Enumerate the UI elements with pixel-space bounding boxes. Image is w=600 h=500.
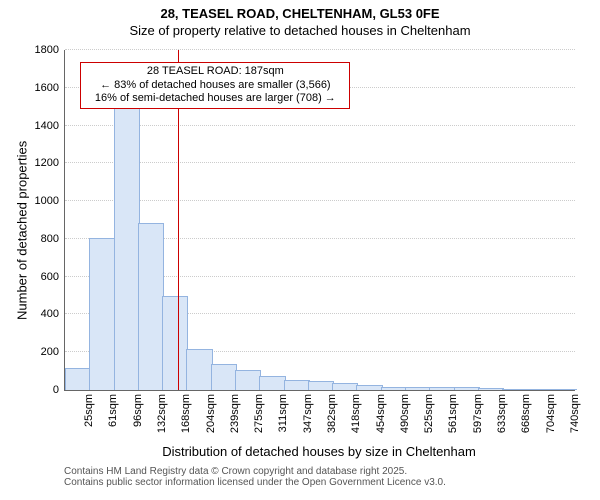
xtick-label: 490sqm: [397, 394, 411, 433]
xtick-label: 633sqm: [494, 394, 508, 433]
xtick-label: 168sqm: [178, 394, 192, 433]
histogram-bar: [332, 383, 358, 390]
histogram-bar: [138, 223, 164, 390]
xtick-label: 704sqm: [543, 394, 557, 433]
xtick-label: 668sqm: [518, 394, 532, 433]
xtick-label: 204sqm: [203, 394, 217, 433]
xtick-label: 525sqm: [421, 394, 435, 433]
chart-title: 28, TEASEL ROAD, CHELTENHAM, GL53 0FE: [0, 0, 600, 23]
histogram-bar: [429, 387, 455, 390]
ytick-label: 1200: [35, 157, 65, 169]
chart-subtitle: Size of property relative to detached ho…: [0, 23, 600, 40]
ytick-label: 1600: [35, 82, 65, 94]
x-axis-label: Distribution of detached houses by size …: [64, 444, 574, 459]
histogram-bar: [405, 387, 431, 390]
histogram-bar: [211, 364, 237, 390]
gridline: [65, 49, 575, 50]
histogram-bar: [526, 389, 552, 390]
ytick-label: 1400: [35, 120, 65, 132]
xtick-label: 61sqm: [105, 394, 119, 427]
gridline: [65, 125, 575, 126]
xtick-label: 239sqm: [227, 394, 241, 433]
annotation-line: 16% of semi-detached houses are larger (…: [85, 92, 345, 106]
histogram-bar: [308, 381, 334, 390]
xtick-label: 275sqm: [251, 394, 265, 433]
annotation-box: 28 TEASEL ROAD: 187sqm← 83% of detached …: [80, 62, 350, 109]
ytick-label: 0: [53, 384, 65, 396]
gridline: [65, 200, 575, 201]
histogram-bar: [284, 380, 310, 390]
xtick-label: 132sqm: [154, 394, 168, 433]
plot-area: 02004006008001000120014001600180025sqm61…: [64, 50, 575, 391]
xtick-label: 418sqm: [348, 394, 362, 433]
ytick-label: 600: [41, 271, 65, 283]
ytick-label: 1000: [35, 195, 65, 207]
histogram-bar: [356, 385, 382, 390]
xtick-label: 740sqm: [567, 394, 581, 433]
xtick-label: 347sqm: [300, 394, 314, 433]
annotation-line: 28 TEASEL ROAD: 187sqm: [85, 65, 345, 79]
chart-container: 28, TEASEL ROAD, CHELTENHAM, GL53 0FE Si…: [0, 0, 600, 500]
annotation-line: ← 83% of detached houses are smaller (3,…: [85, 79, 345, 93]
xtick-label: 25sqm: [81, 394, 95, 427]
xtick-label: 311sqm: [275, 394, 289, 432]
histogram-bar: [114, 106, 140, 390]
histogram-bar: [259, 376, 285, 390]
histogram-bar: [235, 370, 261, 390]
histogram-bar: [502, 389, 528, 390]
y-axis-label: Number of detached properties: [15, 141, 30, 320]
histogram-bar: [454, 387, 480, 390]
xtick-label: 597sqm: [470, 394, 484, 433]
xtick-label: 454sqm: [373, 394, 387, 433]
histogram-bar: [478, 388, 504, 390]
ytick-label: 800: [41, 233, 65, 245]
histogram-bar: [551, 389, 577, 390]
histogram-bar: [162, 296, 188, 390]
histogram-bar: [186, 349, 212, 390]
ytick-label: 1800: [35, 44, 65, 56]
xtick-label: 96sqm: [130, 394, 144, 427]
xtick-label: 382sqm: [324, 394, 338, 433]
histogram-bar: [381, 387, 407, 390]
ytick-label: 400: [41, 308, 65, 320]
ytick-label: 200: [41, 346, 65, 358]
gridline: [65, 162, 575, 163]
histogram-bar: [89, 238, 115, 390]
xtick-label: 561sqm: [445, 394, 459, 433]
histogram-bar: [65, 368, 91, 390]
footer-note: Contains HM Land Registry data © Crown c…: [64, 466, 446, 488]
